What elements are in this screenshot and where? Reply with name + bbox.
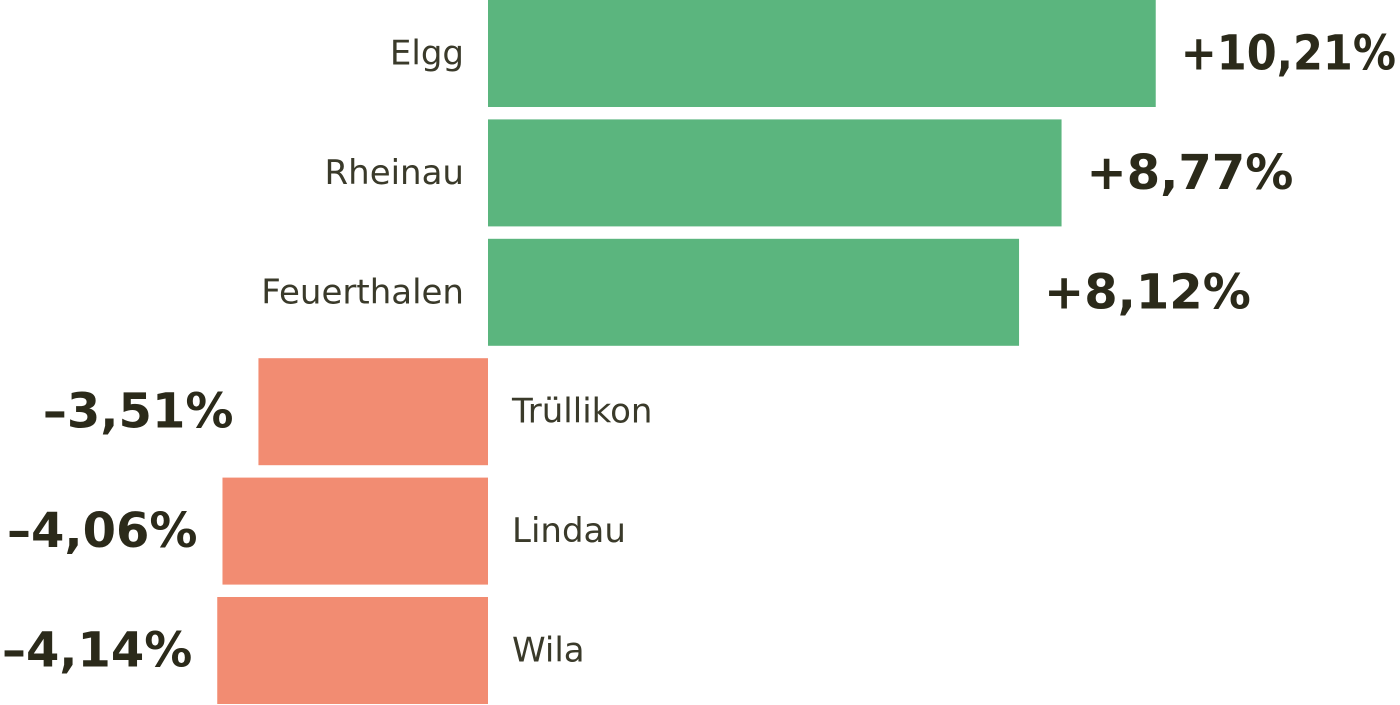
- value-label: +8,12%: [1044, 264, 1251, 320]
- value-label: –3,51%: [43, 384, 234, 440]
- value-label: +8,77%: [1087, 145, 1294, 201]
- category-label: Lindau: [512, 511, 626, 551]
- category-label: Wila: [512, 631, 585, 671]
- value-label: –4,14%: [2, 623, 192, 679]
- value-label: –4,06%: [7, 503, 198, 559]
- category-label: Elgg: [390, 34, 464, 74]
- category-label: Trüllikon: [511, 392, 652, 432]
- bar-rheinau: [488, 119, 1062, 227]
- bar-feuerthalen: [488, 238, 1020, 346]
- bar-tr-llikon: [258, 358, 488, 466]
- bar-lindau: [222, 477, 488, 585]
- bar-wila: [217, 597, 488, 704]
- category-label: Feuerthalen: [261, 272, 464, 312]
- category-label: Rheinau: [325, 153, 464, 193]
- bar-elgg: [488, 0, 1156, 107]
- value-label: +10,21%: [1181, 26, 1396, 82]
